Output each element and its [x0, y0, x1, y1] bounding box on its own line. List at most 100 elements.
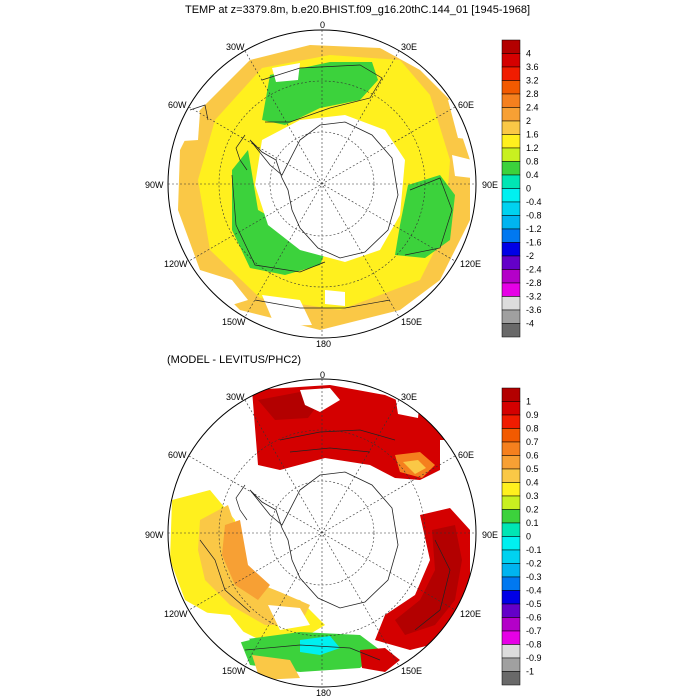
colorbar-tick-label: 2	[526, 116, 531, 126]
colorbar-swatch	[501, 468, 521, 483]
colorbar-swatch	[501, 309, 521, 324]
colorbar-swatch	[501, 482, 521, 497]
colorbar-tick-label: -0.2	[526, 559, 542, 569]
lon-label-60e: 60E	[458, 450, 475, 460]
colorbar-tick-label: 1	[526, 397, 531, 407]
lon-label-150e: 150E	[401, 317, 423, 327]
colorbar-tick-label: 1.6	[526, 130, 539, 140]
lon-label-0: 0	[320, 20, 326, 30]
colorbar-swatch	[501, 201, 521, 216]
colorbar-swatch	[501, 93, 521, 108]
colorbar-tick-label: 2.8	[526, 89, 539, 99]
colorbar-swatch	[501, 576, 521, 591]
colorbar-swatch	[501, 53, 521, 68]
colorbar-tick-label: 0.1	[526, 518, 539, 528]
panel-top-polar-map	[167, 29, 477, 339]
colorbar-tick-label: 0.8	[526, 424, 539, 434]
colorbar-swatch	[501, 323, 521, 338]
lon-label-120e: 120E	[460, 609, 482, 619]
colorbar-swatch	[501, 617, 521, 632]
colorbar-tick-label: -0.8	[526, 211, 542, 221]
colorbar-tick-label: 0	[526, 532, 531, 542]
colorbar-swatch	[501, 296, 521, 311]
colorbar-tick-label: -0.6	[526, 613, 542, 623]
colorbar-swatch	[501, 255, 521, 270]
colorbar-tick-label: -0.4	[526, 197, 542, 207]
colorbar-swatch	[501, 282, 521, 297]
colorbar-swatch	[501, 603, 521, 618]
lon-label-120w: 120W	[164, 609, 188, 619]
colorbar-swatch	[501, 441, 521, 456]
colorbar-tick-label: 0.5	[526, 464, 539, 474]
colorbar-swatch	[501, 120, 521, 135]
colorbar-swatch	[501, 522, 521, 537]
colorbar-tick-label: -0.8	[526, 640, 542, 650]
colorbar-swatch	[501, 590, 521, 605]
colorbar-tick-label: 2.4	[526, 103, 539, 113]
colorbar-swatch	[501, 428, 521, 443]
colorbar-swatch	[501, 188, 521, 203]
lon-label-90w: 90W	[145, 180, 164, 190]
colorbar-tick-label: 0.2	[526, 505, 539, 515]
colorbar-swatch	[501, 215, 521, 230]
colorbar-swatch	[501, 644, 521, 659]
lon-label-0: 0	[320, 370, 326, 380]
lon-label-90w: 90W	[145, 530, 164, 540]
colorbar-tick-label: -0.9	[526, 653, 542, 663]
lon-label-30e: 30E	[401, 392, 418, 402]
colorbar-tick-label: -0.7	[526, 626, 542, 636]
colorbar-swatch	[501, 269, 521, 284]
lon-label-90e: 90E	[482, 180, 499, 190]
colorbar-tick-label: 0.7	[526, 437, 539, 447]
panel-top-colorbar: 4 3.6 3.2 2.8 2.4 2 1.6 1.2 0.8 0.4 0 -0.4 -0.8 -1.2 -…	[501, 39, 542, 338]
colorbar-tick-label: -1.6	[526, 238, 542, 248]
lon-label-60w: 60W	[168, 100, 187, 110]
colorbar-swatch	[501, 630, 521, 645]
colorbar-swatch	[501, 401, 521, 416]
colorbar-tick-label: 4	[526, 49, 531, 59]
colorbar-tick-label: -3.6	[526, 305, 542, 315]
colorbar-swatch	[501, 549, 521, 564]
lon-label-120e: 120E	[460, 259, 482, 269]
lon-label-30w: 30W	[226, 42, 245, 52]
colorbar-tick-label: -1.2	[526, 224, 542, 234]
colorbar-tick-label: 3.2	[526, 76, 539, 86]
lon-label-30e: 30E	[401, 42, 418, 52]
colorbar-swatch	[501, 455, 521, 470]
colorbar-swatch	[501, 107, 521, 122]
colorbar-swatch	[501, 147, 521, 162]
colorbar-tick-label: -0.3	[526, 572, 542, 582]
colorbar-tick-label: 0	[526, 184, 531, 194]
colorbar-swatch	[501, 536, 521, 551]
lon-label-90e: 90E	[482, 530, 499, 540]
lon-label-30w: 30W	[226, 392, 245, 402]
lon-label-150w: 150W	[222, 317, 246, 327]
colorbar-tick-label: -0.1	[526, 545, 542, 555]
colorbar-tick-label: -2	[526, 251, 534, 261]
colorbar-tick-label: 0.3	[526, 491, 539, 501]
colorbar-tick-label: -0.5	[526, 599, 542, 609]
colorbar-tick-label: -0.4	[526, 586, 542, 596]
colorbar-swatch	[501, 174, 521, 189]
panel-top-title: TEMP at z=3379.8m, b.e20.BHIST.f09_g16.2…	[185, 4, 531, 16]
lon-label-150w: 150W	[222, 666, 246, 676]
lon-label-180: 180	[316, 339, 332, 349]
colorbar-swatch	[501, 39, 521, 54]
colorbar-swatch	[501, 657, 521, 672]
colorbar-tick-label: 0.6	[526, 451, 539, 461]
colorbar-swatch	[501, 495, 521, 510]
colorbar-swatch	[501, 509, 521, 524]
colorbar-tick-label: -1	[526, 667, 534, 677]
colorbar-swatch	[501, 242, 521, 257]
colorbar-swatch	[501, 161, 521, 176]
colorbar-tick-label: 1.2	[526, 143, 539, 153]
colorbar-tick-label: -4	[526, 319, 534, 329]
colorbar-tick-label: -2.8	[526, 278, 542, 288]
colorbar-tick-label: 0.8	[526, 157, 539, 167]
panel-top-field	[168, 30, 476, 338]
colorbar-swatch	[501, 671, 521, 686]
lon-label-60e: 60E	[458, 100, 475, 110]
panel-bottom-title: (MODEL - LEVITUS/PHC2)	[167, 354, 302, 366]
colorbar-swatch	[501, 414, 521, 429]
lon-label-180: 180	[316, 688, 332, 698]
